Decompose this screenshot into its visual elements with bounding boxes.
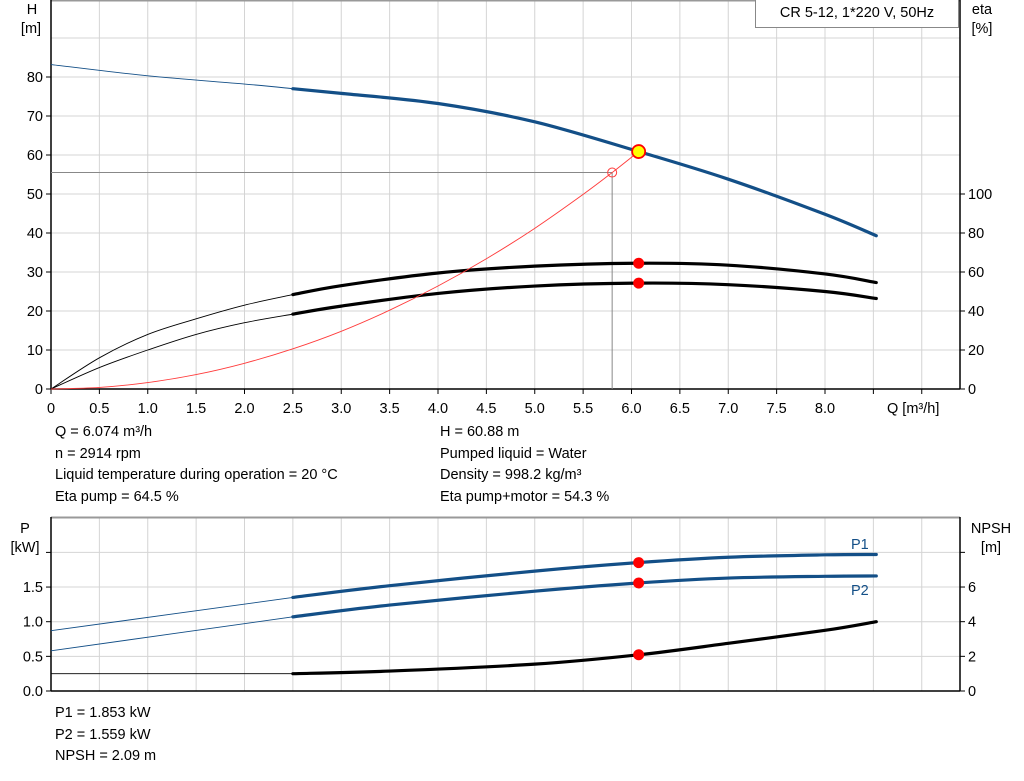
curve-P1 <box>291 552 878 600</box>
curve-P1-extrapolated <box>50 596 293 632</box>
curve-eta_pump_motor-extrapolated <box>50 313 293 390</box>
y-tick-label-left: 80 <box>27 70 43 86</box>
readout-liquid: Pumped liquid = Water <box>440 446 587 462</box>
y-axis-unit-left: [m] <box>21 21 41 37</box>
duty-point-p2 <box>633 577 645 589</box>
curve-P2 <box>291 574 878 619</box>
x-tick-label: 5.5 <box>573 401 593 417</box>
y-tick-label-right: 0 <box>968 684 976 700</box>
readout-npsh: NPSH = 2.09 m <box>55 748 157 764</box>
duty-point-eta-pump <box>633 257 645 269</box>
pump-title: CR 5-12, 1*220 V, 50Hz <box>755 0 959 28</box>
curve-system_curve <box>50 151 639 390</box>
duty-point-eta-pump-motor <box>633 277 645 289</box>
curve-H-extrapolated <box>50 64 293 90</box>
curve-H <box>291 87 878 238</box>
y-axis-label-left: H <box>27 2 37 18</box>
y-tick-label-right: 100 <box>968 187 992 203</box>
y-tick-label-right: 2 <box>968 649 976 665</box>
x-tick-label: 2.0 <box>234 401 254 417</box>
readout-head: H = 60.88 m <box>440 424 520 440</box>
duty-point-head <box>631 144 647 159</box>
x-tick-label: 2.5 <box>283 401 303 417</box>
curve-P2-extrapolated <box>50 616 293 652</box>
y-tick-label-left: 40 <box>27 226 43 242</box>
curve-eta_pump-extrapolated <box>50 294 293 390</box>
x-tick-label: 0 <box>47 401 55 417</box>
curve-eta_pump_motor <box>291 281 878 316</box>
y-tick-label-left: 1.5 <box>23 580 43 596</box>
x-tick-label: 4.5 <box>476 401 496 417</box>
readout-eta-pump-motor: Eta pump+motor = 54.3 % <box>440 489 610 505</box>
series-label-p1: P1 <box>851 537 869 553</box>
y-tick-label-left: 0 <box>35 382 43 398</box>
readout-speed: n = 2914 rpm <box>55 446 141 462</box>
y-axis-unit-right: [%] <box>972 21 993 37</box>
x-tick-label: 1.0 <box>138 401 158 417</box>
duty-point-npsh <box>633 649 645 661</box>
y-tick-label-right: 40 <box>968 304 984 320</box>
x-tick-label: 5.0 <box>525 401 545 417</box>
curve-eta_pump <box>291 261 878 297</box>
x-tick-label: 6.0 <box>621 401 641 417</box>
y-tick-label-right: 0 <box>968 382 976 398</box>
x-tick-label: 3.5 <box>380 401 400 417</box>
y-tick-label-right: 4 <box>968 615 976 631</box>
y-tick-label-left: 30 <box>27 265 43 281</box>
y-axis-unit-right: [m] <box>981 540 1001 556</box>
x-tick-label: 3.0 <box>331 401 351 417</box>
readout-temperature: Liquid temperature during operation = 20… <box>55 467 338 483</box>
y-axis-unit-left: [kW] <box>11 540 40 556</box>
y-axis-label-right: eta <box>972 2 993 18</box>
readout-q: Q = 6.074 m³/h <box>55 424 153 440</box>
y-tick-label-left: 20 <box>27 304 43 320</box>
readout-p2: P2 = 1.559 kW <box>55 727 151 743</box>
y-tick-label-right: 20 <box>968 343 984 359</box>
x-tick-label: 7.0 <box>718 401 738 417</box>
y-tick-label-right: 80 <box>968 226 984 242</box>
x-axis-label: Q [m³/h] <box>887 401 939 417</box>
x-tick-label: 1.5 <box>186 401 206 417</box>
readout-density: Density = 998.2 kg/m³ <box>440 467 582 483</box>
x-tick-label: 0.5 <box>89 401 109 417</box>
curve-NPSH <box>291 620 878 676</box>
x-tick-label: 4.0 <box>428 401 448 417</box>
x-tick-label: 6.5 <box>670 401 690 417</box>
y-tick-label-right: 6 <box>968 580 976 596</box>
readout-eta-pump: Eta pump = 64.5 % <box>55 489 179 505</box>
x-tick-label: 7.5 <box>767 401 787 417</box>
x-tick-label: 8.0 <box>815 401 835 417</box>
y-axis-label-right: NPSH <box>971 521 1011 537</box>
y-tick-label-left: 1.0 <box>23 615 43 631</box>
y-tick-label-left: 0.0 <box>23 684 43 700</box>
series-label-p2: P2 <box>851 583 869 599</box>
y-tick-label-left: 0.5 <box>23 649 43 665</box>
duty-point-p1 <box>633 557 645 569</box>
required-point-marker <box>607 167 618 178</box>
y-tick-label-left: 50 <box>27 187 43 203</box>
y-tick-label-left: 10 <box>27 343 43 359</box>
y-tick-label-left: 60 <box>27 148 43 164</box>
y-tick-label-right: 60 <box>968 265 984 281</box>
y-axis-label-left: P <box>20 521 30 537</box>
y-tick-label-left: 70 <box>27 109 43 125</box>
readout-p1: P1 = 1.853 kW <box>55 705 151 721</box>
